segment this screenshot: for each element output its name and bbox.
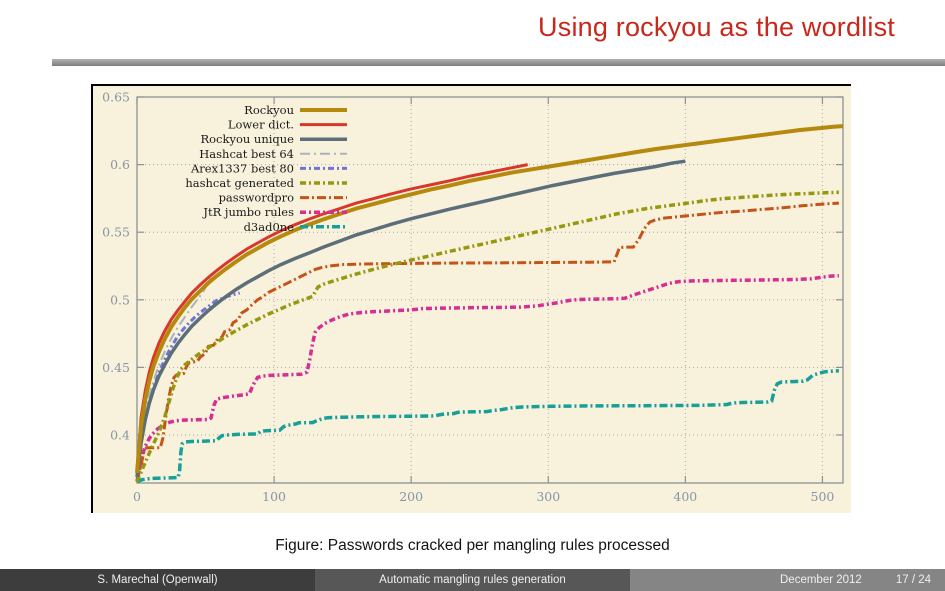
footer-page-number: 17 / 24 <box>895 574 931 586</box>
chart-svg: 0 100 200 300 400 500 0.4 0.45 0.5 0.55 0.6 0.65 Roc… <box>102 90 844 504</box>
x-tick-label: 500 <box>811 489 835 504</box>
title-separator-bar <box>52 59 945 66</box>
series-line-rockyou <box>135 124 844 474</box>
x-tick-label: 400 <box>673 489 697 504</box>
footer-date: December 2012 <box>780 574 862 586</box>
legend-label-arex1337-best-80: Arex1337 best 80 <box>190 161 294 175</box>
x-tick-label: 0 <box>133 489 141 504</box>
series-line-arex1337-best-80 <box>135 291 241 478</box>
legend-label-hashcat-best-64: Hashcat best 64 <box>199 147 294 161</box>
legend-label-passwordpro: passwordpro <box>219 191 295 205</box>
legend-label-d3ad0ne: d3ad0ne <box>244 220 295 234</box>
y-tick-label: 0.45 <box>102 360 130 375</box>
legend-label-jtr-jumbo-rules: JtR jumbo rules <box>202 205 294 219</box>
slide-title: Using rockyou as the wordlist <box>538 12 895 42</box>
legend-label-rockyou-unique: Rockyou unique <box>200 132 294 146</box>
legend-label-hashcat-generated: hashcat generated <box>185 176 294 190</box>
legend-label-rockyou: Rockyou <box>244 103 294 117</box>
chart-figure: 0 100 200 300 400 500 0.4 0.45 0.5 0.55 0.6 0.65 Roc… <box>91 84 851 513</box>
series-line-lower-dict- <box>135 163 528 471</box>
series-line-jtr-jumbo-rules <box>135 273 839 482</box>
legend-label-lower-dict-: Lower dict. <box>228 118 294 132</box>
series-line-d3ad0ne <box>136 369 840 484</box>
y-tick-label: 0.4 <box>110 428 130 443</box>
series-line-hashcat-generated <box>135 190 839 483</box>
y-tick-label: 0.65 <box>102 90 130 105</box>
y-tick-label: 0.6 <box>110 157 130 172</box>
y-tick-label: 0.55 <box>102 225 130 240</box>
plot-border <box>136 96 844 484</box>
footer-right: December 2012 17 / 24 <box>630 569 945 591</box>
y-tick-label: 0.5 <box>110 292 130 307</box>
x-tick-label: 100 <box>262 489 286 504</box>
x-tick-label: 300 <box>536 489 560 504</box>
footer-author: S. Marechal (Openwall) <box>0 569 315 591</box>
series-line-rockyou-unique <box>135 159 686 478</box>
x-tick-label: 200 <box>399 489 423 504</box>
figure-caption: Figure: Passwords cracked per mangling r… <box>275 537 670 554</box>
footer-bar: S. Marechal (Openwall) Automatic manglin… <box>0 569 945 591</box>
footer-talk-title: Automatic mangling rules generation <box>315 569 630 591</box>
series-line-passwordpro <box>135 201 839 482</box>
